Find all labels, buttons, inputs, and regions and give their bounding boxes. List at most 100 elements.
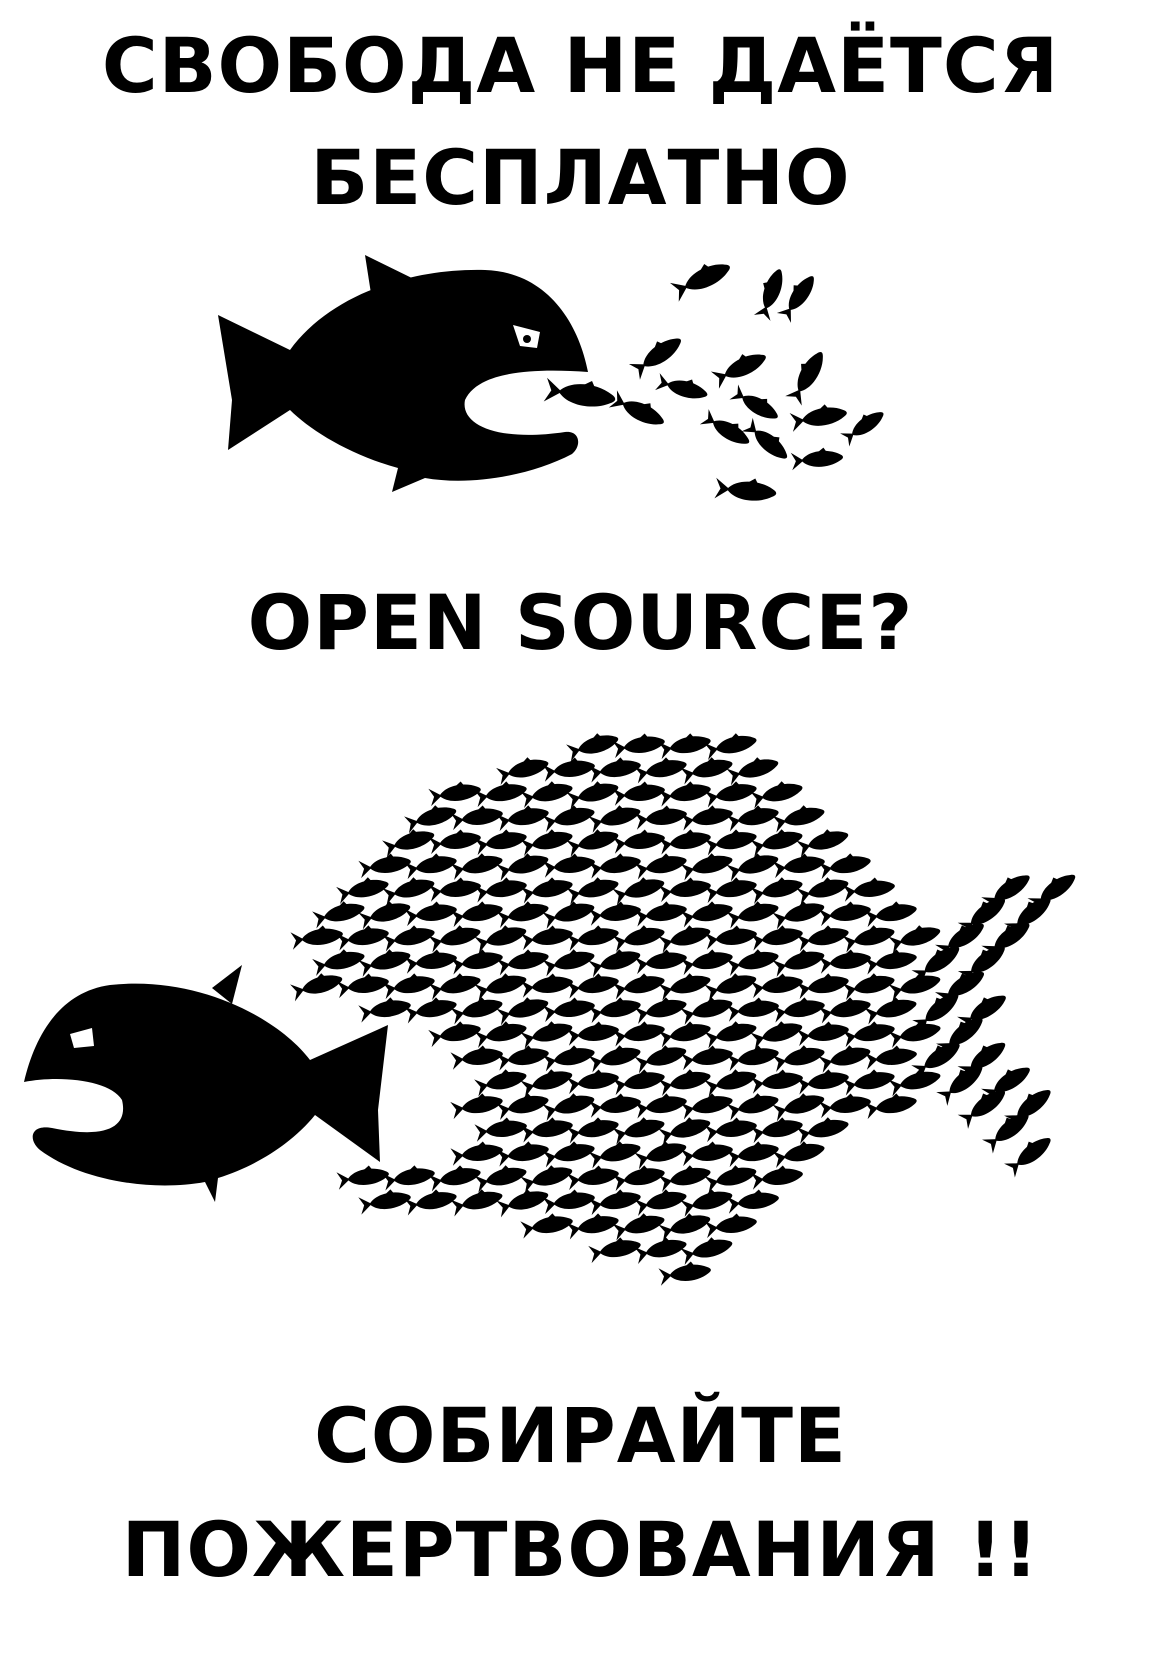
small-fish-icon [612, 730, 667, 759]
small-fish-icon [842, 874, 897, 902]
small-fish-icon [335, 922, 391, 951]
small-fish-icon [633, 993, 689, 1025]
small-fish-icon [450, 1138, 505, 1166]
small-fish-icon [817, 993, 873, 1024]
small-fish-icon [749, 922, 805, 951]
small-fish-icon [634, 946, 689, 975]
small-fish-icon [612, 826, 667, 854]
small-fish-icon [749, 1016, 805, 1050]
small-fish-icon [633, 898, 689, 927]
small-fish-icon [541, 896, 597, 929]
small-fish-icon [749, 873, 805, 905]
question-heading: OPEN SOURCE? [247, 578, 914, 667]
small-fish-icon [381, 921, 437, 952]
small-fish-icon [450, 802, 505, 831]
small-fish-icon [565, 824, 621, 857]
small-fish-icon [519, 1016, 575, 1049]
small-fish-group [543, 255, 888, 504]
small-fish-icon [473, 874, 529, 903]
small-fish-icon [587, 754, 643, 783]
small-fish-icon [818, 946, 873, 974]
small-fish-icon [725, 1137, 781, 1168]
small-fish-icon [633, 1233, 689, 1265]
small-fish-icon [679, 1089, 735, 1120]
small-fish-icon [587, 993, 643, 1024]
small-fish-icon [679, 897, 735, 928]
small-fish-icon [588, 898, 643, 926]
small-fish-icon [495, 1042, 551, 1071]
small-fish-icon [703, 729, 759, 761]
small-fish-icon [449, 1089, 505, 1120]
small-fish-icon [771, 944, 827, 977]
small-fish-icon [680, 1042, 735, 1071]
small-fish-icon [612, 778, 667, 806]
small-fish-icon [381, 1162, 437, 1191]
small-fish-icon [657, 729, 713, 760]
small-fish-icon [428, 778, 483, 807]
small-fish-icon [633, 1040, 689, 1074]
small-fish-icon [403, 1185, 459, 1216]
small-fish-icon [541, 1088, 597, 1121]
small-fish-icon [541, 801, 597, 833]
small-fish-icon [427, 1161, 483, 1192]
small-fish-icon [750, 1066, 805, 1094]
small-fish-icon [750, 1162, 805, 1190]
small-fish-icon [657, 826, 713, 855]
small-fish-icon [565, 776, 621, 809]
small-fish-icon [428, 874, 483, 902]
small-fish-icon [817, 1040, 873, 1073]
small-fish-icon [679, 945, 735, 976]
small-fish-icon [519, 777, 575, 809]
small-fish-icon [887, 968, 943, 1001]
small-fish-icon [887, 920, 943, 954]
small-fish-icon [450, 1042, 505, 1070]
small-fish-icon [542, 754, 597, 782]
small-fish-icon [704, 1210, 759, 1239]
small-fish-icon [495, 848, 551, 881]
small-fish-icon [725, 752, 781, 786]
small-fish-icon [841, 1065, 897, 1096]
small-fish-icon [403, 849, 459, 880]
small-fish-icon [357, 896, 413, 930]
small-fish-icon [771, 800, 827, 833]
small-fish-icon [771, 1088, 827, 1122]
small-fish-icon [633, 753, 689, 784]
small-fish-icon [772, 850, 827, 879]
small-fish-icon [611, 921, 667, 953]
small-fish-icon [565, 1209, 621, 1240]
small-fish-icon [587, 944, 643, 978]
big-fish-icon [218, 255, 588, 492]
small-fish-icon [473, 1017, 529, 1049]
small-fish-icon [495, 897, 551, 929]
small-fish-icon [679, 1184, 735, 1217]
school-of-fish-chasing-big-fish-illustration [24, 728, 1080, 1286]
small-fish-icon [565, 970, 621, 999]
small-fish-icon [887, 1064, 943, 1097]
title-line-1: СВОБОДА НЕ ДАЁТСЯ [101, 21, 1060, 110]
small-fish-icon [449, 897, 505, 928]
small-fish-icon [796, 1018, 851, 1047]
small-fish-icon [657, 1017, 713, 1048]
small-fish-icon [703, 777, 759, 808]
small-fish-icon [566, 1018, 621, 1046]
small-fish-icon [427, 969, 483, 1001]
small-fish-icon [634, 802, 689, 830]
small-fish-icon [588, 1090, 643, 1118]
small-fish-icon [335, 873, 391, 905]
small-fish-icon [542, 1186, 597, 1215]
small-fish-icon [542, 994, 597, 1023]
small-fish-icon [495, 801, 551, 832]
small-fish-icon [725, 1041, 781, 1072]
small-fish-icon [381, 824, 437, 858]
small-fish-icon [795, 921, 851, 952]
small-fish-icon [726, 994, 781, 1022]
small-fish-icon [403, 993, 459, 1024]
small-fish-icon [725, 801, 781, 832]
small-fish-icon [587, 1185, 643, 1216]
small-fish-icon [611, 969, 667, 1000]
small-fish-icon [771, 1137, 827, 1169]
small-fish-icon [863, 897, 919, 928]
small-fish-icon [863, 1089, 919, 1120]
small-fish-icon [357, 1186, 413, 1215]
small-fish-icon [725, 945, 781, 977]
